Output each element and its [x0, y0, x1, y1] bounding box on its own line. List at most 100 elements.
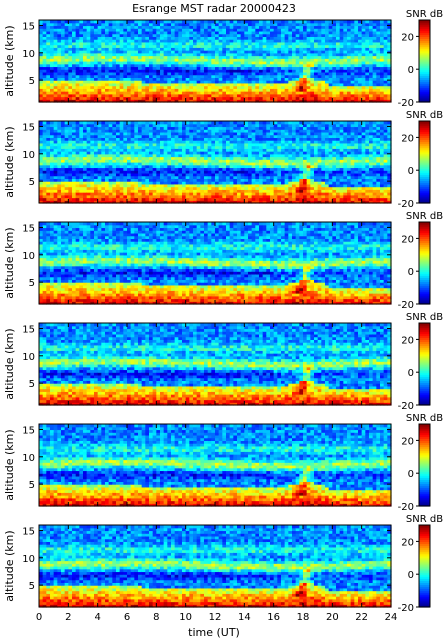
heatmap-cell — [270, 71, 275, 76]
heatmap-cell — [149, 66, 154, 70]
heatmap-cell — [383, 82, 388, 87]
heatmap-cell — [152, 22, 157, 27]
heatmap-cell — [222, 93, 227, 98]
heatmap-cell — [123, 28, 128, 32]
heatmap-cell — [343, 52, 348, 57]
heatmap-cell — [182, 22, 187, 27]
heatmap-cell — [90, 156, 95, 160]
heatmap-cell — [200, 39, 205, 43]
heatmap-cell — [53, 131, 58, 136]
heatmap-cell — [207, 93, 212, 98]
heatmap-cell — [123, 88, 128, 92]
heatmap-cell — [317, 74, 322, 78]
heatmap-cell — [167, 96, 172, 100]
heatmap-cell — [116, 189, 121, 193]
heatmap-cell — [108, 25, 113, 29]
heatmap-cell — [123, 129, 128, 133]
heatmap-cell — [200, 50, 205, 54]
heatmap-cell — [361, 36, 366, 40]
heatmap-cell — [127, 134, 132, 138]
heatmap-cell — [105, 33, 110, 37]
heatmap-cell — [39, 58, 44, 62]
heatmap-cell — [108, 99, 113, 103]
heatmap-cell — [292, 96, 297, 100]
heatmap-cell — [112, 123, 117, 128]
heatmap-cell — [259, 63, 264, 68]
heatmap-cell — [259, 71, 264, 76]
heatmap-cell — [273, 28, 278, 32]
heatmap-cell — [369, 63, 374, 68]
heatmap-cell — [141, 88, 146, 92]
heatmap-cell — [97, 30, 102, 35]
heatmap-cell — [332, 82, 337, 87]
heatmap-cell — [383, 80, 388, 84]
heatmap-cell — [130, 25, 135, 29]
heatmap-cell — [130, 194, 135, 199]
heatmap-cell — [75, 137, 80, 141]
heatmap-cell — [380, 71, 385, 76]
heatmap-cell — [64, 50, 69, 54]
heatmap-cell — [119, 145, 124, 149]
heatmap-cell — [259, 33, 264, 37]
heatmap-cell — [343, 93, 348, 98]
heatmap-cell — [72, 183, 77, 188]
heatmap-cell — [94, 41, 99, 46]
heatmap-cell — [141, 66, 146, 70]
heatmap-cell — [303, 63, 308, 68]
heatmap-cell — [193, 39, 198, 43]
heatmap-cell — [72, 153, 77, 158]
heatmap-cell — [380, 44, 385, 48]
heatmap-cell — [72, 77, 77, 81]
heatmap-cell — [57, 181, 62, 185]
heatmap-cell — [215, 36, 220, 40]
heatmap-cell — [68, 61, 73, 65]
heatmap-cell — [295, 30, 300, 35]
heatmap-cell — [134, 30, 139, 35]
heatmap-cell — [112, 175, 117, 179]
heatmap-cell — [130, 186, 135, 190]
heatmap-cell — [112, 178, 117, 182]
heatmap-cell — [163, 99, 168, 103]
heatmap-cell — [97, 156, 102, 160]
heatmap-cell — [112, 20, 117, 24]
heatmap-cell — [123, 148, 128, 152]
heatmap-cell — [138, 74, 143, 78]
heatmap-cell — [380, 36, 385, 40]
heatmap-cell — [53, 162, 58, 166]
heatmap-cell — [105, 58, 110, 62]
heatmap-cell — [358, 44, 363, 48]
heatmap-cell — [295, 52, 300, 57]
heatmap-cell — [361, 39, 366, 43]
heatmap-cell — [204, 99, 209, 103]
heatmap-cell — [134, 91, 139, 95]
heatmap-cell — [68, 50, 73, 54]
heatmap-cell — [57, 175, 62, 179]
heatmap-cell — [90, 145, 95, 149]
heatmap-cell — [108, 82, 113, 87]
heatmap-cell — [156, 39, 161, 43]
heatmap-cell — [108, 66, 113, 70]
heatmap-cell — [189, 69, 194, 73]
heatmap-cell — [119, 93, 124, 98]
heatmap-cell — [57, 142, 62, 147]
heatmap-cell — [248, 66, 253, 70]
heatmap-cell — [64, 200, 69, 204]
heatmap-cell — [185, 55, 190, 59]
heatmap-cell — [75, 121, 80, 125]
heatmap-cell — [108, 22, 113, 27]
heatmap-cell — [215, 61, 220, 65]
heatmap-cell — [127, 20, 132, 24]
heatmap-cell — [53, 192, 58, 196]
heatmap-cell — [339, 99, 344, 103]
heatmap-cell — [61, 134, 66, 138]
heatmap-cell — [292, 63, 297, 68]
heatmap-cell — [75, 52, 80, 57]
heatmap-cell — [39, 194, 44, 199]
heatmap-cell — [178, 63, 183, 68]
heatmap-cell — [116, 99, 121, 103]
heatmap-cell — [240, 69, 245, 73]
heatmap-cell — [171, 63, 176, 68]
heatmap-cell — [244, 88, 249, 92]
heatmap-cell — [42, 151, 47, 155]
heatmap-cell — [332, 20, 337, 24]
